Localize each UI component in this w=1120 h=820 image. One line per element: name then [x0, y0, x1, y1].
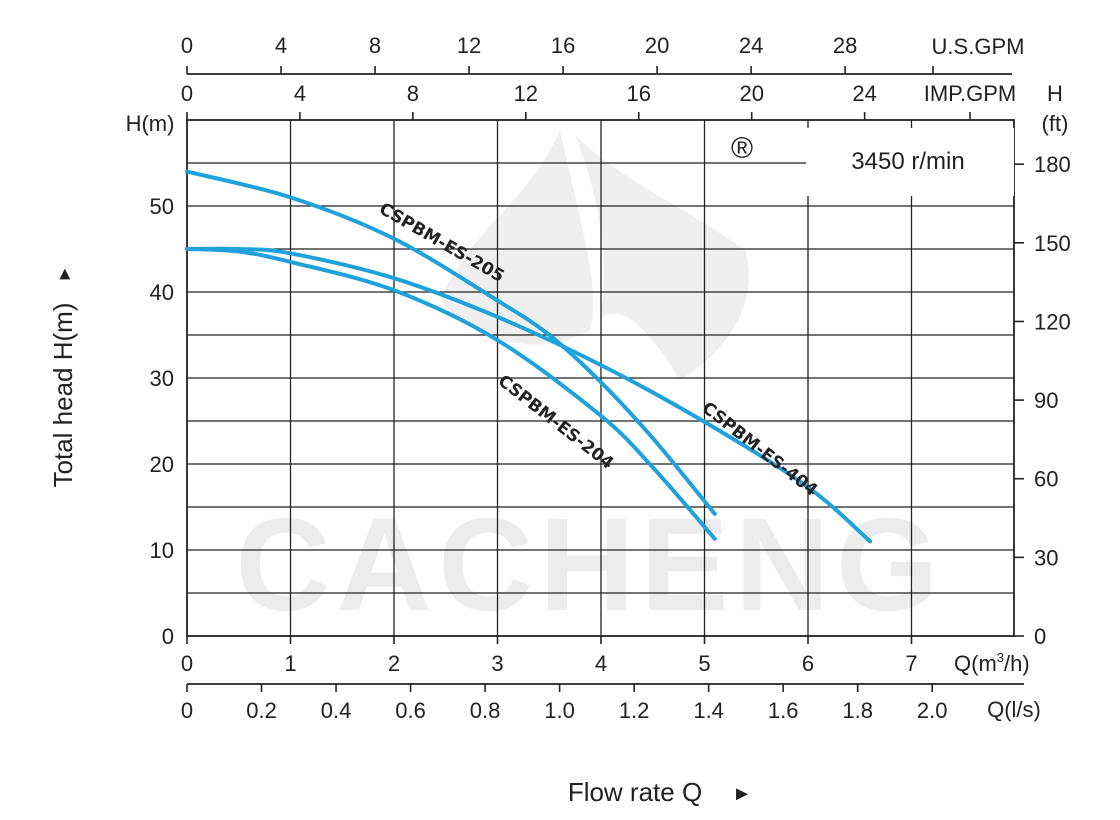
curve-label-cspbm-es-404: CSPBM-ES-404: [698, 398, 821, 501]
watermark-logo-shape: [440, 130, 749, 380]
x-m3h-tick-label: 6: [802, 651, 814, 676]
y-right-tick-label: 60: [1034, 467, 1058, 492]
x-impgpm-tick-label: 16: [627, 81, 651, 106]
y-right-tick-label: 150: [1034, 231, 1071, 256]
x-ls-tick-label: 1.8: [842, 698, 873, 723]
x-usgpm-unit: U.S.GPM: [932, 34, 1025, 59]
x-ls-tick-label: 0: [181, 698, 193, 723]
x-axis-title: Flow rate Q: [568, 777, 702, 807]
x-impgpm-unit: IMP.GPM: [924, 81, 1017, 106]
x-m3h-tick-label: 5: [698, 651, 710, 676]
x-ls-tick-label: 0.6: [395, 698, 426, 723]
y-left-tick-label: 50: [150, 194, 174, 219]
y-right-tick-label: 90: [1034, 388, 1058, 413]
x-impgpm-tick-label: 20: [739, 81, 763, 106]
x-m3h-tick-label: 7: [905, 651, 917, 676]
y-axis-title: Total head H(m): [48, 303, 78, 488]
x-ls-tick-label: 1.4: [693, 698, 724, 723]
x-m3h-unit-sup: 3: [997, 650, 1004, 665]
y-right-tick-label: 120: [1034, 309, 1071, 334]
y-right-unit-h: H: [1047, 81, 1063, 106]
x-m3h-tick-label: 2: [388, 651, 400, 676]
x-m3h-tick-label: 0: [181, 651, 193, 676]
y-left-tick-label: 0: [162, 624, 174, 649]
x-usgpm-tick-label: 4: [275, 33, 287, 58]
y-left-tick-label: 40: [150, 280, 174, 305]
x-m3h-tick-label: 3: [491, 651, 503, 676]
x-ls-tick-label: 1.2: [619, 698, 650, 723]
x-m3h-unit-base: Q(m: [954, 651, 997, 676]
x-usgpm-tick-label: 28: [833, 33, 857, 58]
y-right-tick-label: 0: [1034, 624, 1046, 649]
speed-label: 3450 r/min: [851, 148, 964, 175]
x-usgpm-tick-label: 16: [551, 33, 575, 58]
series-line-cspbm-es-204: [185, 247, 717, 541]
x-ls-unit: Q(l/s): [987, 697, 1041, 722]
x-ls-tick-label: 0.2: [246, 698, 277, 723]
series-line-cspbm-es-404: [185, 246, 873, 544]
y-left-unit: H(m): [126, 111, 175, 136]
x-usgpm-tick-label: 0: [181, 33, 193, 58]
x-ls-tick-label: 0.4: [321, 698, 352, 723]
speed-label-box: [806, 128, 1014, 196]
x-m3h-unit: Q(m3/h): [954, 650, 1030, 676]
x-impgpm-tick-label: 12: [514, 81, 538, 106]
series-layer: [185, 169, 873, 544]
x-m3h-unit-tail: /h): [1004, 651, 1030, 676]
x-usgpm-tick-label: 12: [457, 33, 481, 58]
x-axis-arrow-icon: ►: [732, 783, 752, 805]
x-ls-tick-label: 0.8: [470, 698, 501, 723]
x-m3h-tick-label: 4: [595, 651, 607, 676]
x-ls-tick-label: 1.6: [768, 698, 799, 723]
watermark: ® CACHENG: [235, 130, 944, 638]
x-ls-tick-label: 2.0: [917, 698, 948, 723]
watermark-text: CACHENG: [235, 491, 944, 638]
x-m3h-tick-label: 1: [284, 651, 296, 676]
y-left-tick-label: 10: [150, 538, 174, 563]
x-usgpm-tick-label: 8: [369, 33, 381, 58]
y-right-tick-label: 180: [1034, 152, 1071, 177]
x-impgpm-tick-label: 0: [181, 81, 193, 106]
series-line-cspbm-es-205: [185, 169, 717, 516]
x-usgpm-tick-label: 20: [645, 33, 669, 58]
x-impgpm-tick-label: 24: [852, 81, 876, 106]
watermark-registered-mark: ®: [731, 132, 753, 165]
y-axis-arrow-icon: ►: [54, 265, 74, 283]
y-left-tick-label: 20: [150, 452, 174, 477]
y-right-unit-ft: (ft): [1042, 111, 1069, 136]
y-right-tick-label: 30: [1034, 545, 1058, 570]
y-left-tick-label: 30: [150, 366, 174, 391]
x-usgpm-tick-label: 24: [739, 33, 763, 58]
curve-label-cspbm-es-204: CSPBM-ES-204: [494, 371, 617, 474]
x-impgpm-tick-label: 8: [407, 81, 419, 106]
x-ls-tick-label: 1.0: [544, 698, 575, 723]
x-impgpm-tick-label: 4: [294, 81, 306, 106]
